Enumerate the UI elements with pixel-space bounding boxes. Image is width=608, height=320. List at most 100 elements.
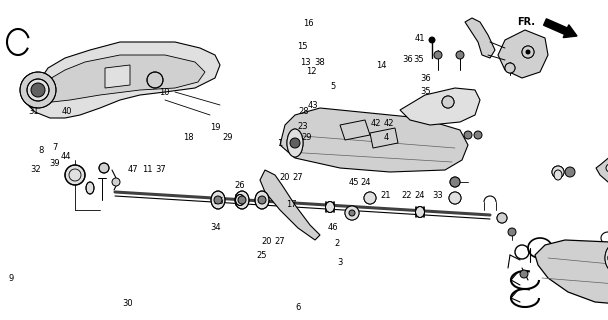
- Circle shape: [345, 206, 359, 220]
- Circle shape: [520, 270, 528, 278]
- Ellipse shape: [211, 191, 225, 209]
- Circle shape: [20, 72, 56, 108]
- Text: 39: 39: [49, 159, 60, 168]
- Text: 46: 46: [328, 223, 339, 232]
- Polygon shape: [280, 108, 468, 172]
- Text: 29: 29: [302, 133, 313, 142]
- Ellipse shape: [415, 206, 424, 218]
- Circle shape: [27, 79, 49, 101]
- Text: 15: 15: [297, 42, 308, 51]
- Text: 31: 31: [28, 108, 39, 116]
- Circle shape: [449, 192, 461, 204]
- FancyArrow shape: [544, 19, 577, 38]
- Circle shape: [147, 72, 163, 88]
- Text: 13: 13: [300, 58, 311, 67]
- Circle shape: [290, 138, 300, 148]
- Text: 29: 29: [223, 133, 233, 142]
- Circle shape: [474, 131, 482, 139]
- Text: 32: 32: [30, 165, 41, 174]
- Ellipse shape: [287, 129, 303, 157]
- Text: 3: 3: [338, 258, 343, 267]
- Text: 27: 27: [274, 237, 285, 246]
- Circle shape: [31, 83, 45, 97]
- Text: 26: 26: [213, 197, 224, 206]
- Text: 7: 7: [52, 143, 57, 152]
- Circle shape: [606, 164, 608, 172]
- Text: 25: 25: [256, 252, 267, 260]
- Circle shape: [364, 192, 376, 204]
- Circle shape: [99, 163, 109, 173]
- Text: 18: 18: [183, 133, 194, 142]
- Text: 36: 36: [402, 55, 413, 64]
- Circle shape: [552, 166, 564, 178]
- Ellipse shape: [325, 202, 334, 212]
- Text: 35: 35: [413, 55, 424, 64]
- Text: 23: 23: [297, 122, 308, 131]
- Circle shape: [450, 177, 460, 187]
- Text: 47: 47: [127, 165, 138, 174]
- Text: 45: 45: [348, 178, 359, 187]
- Text: 16: 16: [303, 20, 314, 28]
- Ellipse shape: [554, 170, 562, 180]
- Text: 4: 4: [384, 133, 389, 142]
- Text: 6: 6: [295, 303, 300, 312]
- Text: 8: 8: [39, 146, 44, 155]
- Ellipse shape: [255, 191, 269, 209]
- Circle shape: [505, 63, 515, 73]
- Text: 26: 26: [235, 181, 246, 190]
- Text: 33: 33: [432, 191, 443, 200]
- Text: 9: 9: [9, 274, 13, 283]
- Polygon shape: [596, 155, 608, 182]
- Circle shape: [565, 167, 575, 177]
- Text: 30: 30: [122, 300, 133, 308]
- Text: 34: 34: [210, 223, 221, 232]
- Polygon shape: [535, 240, 608, 305]
- Polygon shape: [105, 65, 130, 88]
- Ellipse shape: [86, 182, 94, 194]
- Polygon shape: [465, 18, 495, 58]
- Circle shape: [434, 51, 442, 59]
- Text: 35: 35: [420, 87, 431, 96]
- Text: 24: 24: [414, 191, 425, 200]
- Circle shape: [238, 196, 246, 204]
- Circle shape: [112, 178, 120, 186]
- Circle shape: [508, 228, 516, 236]
- Text: 41: 41: [414, 34, 425, 43]
- Polygon shape: [498, 30, 548, 78]
- Polygon shape: [370, 128, 398, 148]
- Circle shape: [349, 210, 355, 216]
- Ellipse shape: [605, 244, 608, 272]
- Circle shape: [526, 50, 530, 54]
- Text: 42: 42: [384, 119, 395, 128]
- Text: 37: 37: [156, 165, 167, 174]
- Text: 2: 2: [335, 239, 340, 248]
- Circle shape: [464, 131, 472, 139]
- Circle shape: [429, 37, 435, 43]
- Text: 12: 12: [306, 68, 317, 76]
- Ellipse shape: [235, 195, 244, 205]
- Circle shape: [65, 165, 85, 185]
- Text: 1: 1: [277, 140, 282, 148]
- Text: 20: 20: [261, 237, 272, 246]
- Text: 10: 10: [159, 88, 170, 97]
- Text: 14: 14: [376, 61, 387, 70]
- Text: 40: 40: [61, 108, 72, 116]
- Text: 19: 19: [210, 124, 221, 132]
- Circle shape: [497, 213, 507, 223]
- Text: 21: 21: [381, 191, 392, 200]
- Circle shape: [214, 196, 222, 204]
- Text: 22: 22: [401, 191, 412, 200]
- Text: 38: 38: [314, 58, 325, 67]
- Text: 36: 36: [420, 74, 431, 83]
- Circle shape: [258, 196, 266, 204]
- Polygon shape: [400, 88, 480, 125]
- Text: 20: 20: [279, 173, 290, 182]
- Ellipse shape: [235, 191, 249, 209]
- Text: 42: 42: [370, 119, 381, 128]
- Text: FR.: FR.: [517, 17, 535, 27]
- Text: 28: 28: [299, 108, 309, 116]
- Circle shape: [456, 51, 464, 59]
- Polygon shape: [260, 170, 320, 240]
- Text: 17: 17: [286, 200, 297, 209]
- Text: 43: 43: [308, 101, 319, 110]
